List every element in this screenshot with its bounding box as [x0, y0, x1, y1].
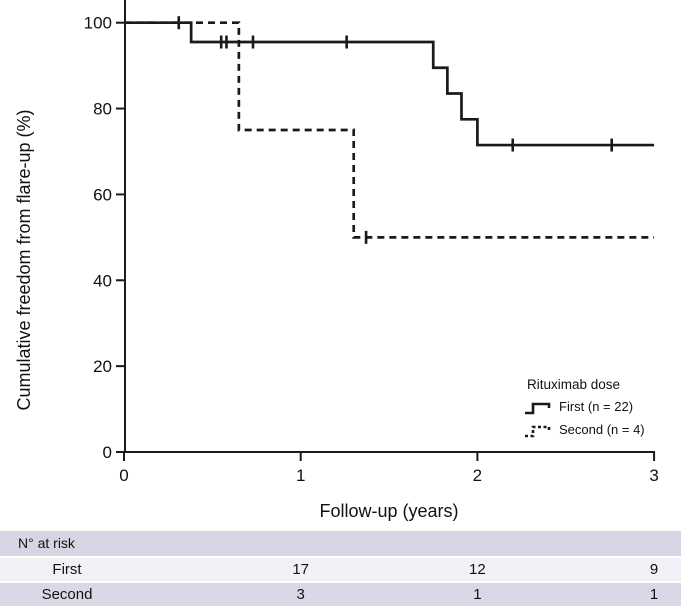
y-tick-label: 60 [93, 185, 112, 204]
legend-dashed-line-sample [525, 425, 551, 438]
y-axis-title: Cumulative freedom from flare-up (%) [14, 109, 34, 410]
km-plot: 0 20 40 60 80 100 0 1 2 3 Follow-up (years) Cumulat… [14, 0, 659, 521]
risk-table-row-second: Second 3 1 1 [0, 583, 681, 606]
legend-entry-label: Second (n = 4) [559, 422, 645, 437]
risk-table-header: N° at risk [0, 531, 681, 556]
x-tick-label: 3 [649, 466, 658, 485]
risk-count: 3 [296, 586, 305, 603]
y-tick-label: 100 [84, 14, 112, 33]
x-tick-label: 0 [119, 466, 128, 485]
risk-count: 17 [292, 561, 310, 578]
y-tick-label: 40 [93, 271, 112, 290]
y-tick-label: 0 [103, 443, 112, 462]
risk-table-row-first: First 17 12 9 [0, 558, 681, 581]
legend-solid-line-sample [525, 402, 551, 415]
x-tick-label: 2 [473, 466, 482, 485]
y-tick-label: 20 [93, 357, 112, 376]
risk-count: 12 [469, 561, 486, 578]
risk-count: 1 [649, 586, 659, 603]
x-axis-title: Follow-up (years) [319, 501, 458, 521]
legend-entry-label: First (n = 22) [559, 399, 633, 414]
km-curve-second [124, 21, 655, 239]
risk-table-title: N° at risk [18, 535, 75, 551]
km-curve-first [124, 21, 655, 147]
risk-row-label: First [52, 561, 82, 578]
risk-table: N° at risk First 17 12 9 Second 3 1 1 [0, 530, 681, 606]
x-tick-label: 1 [296, 466, 305, 485]
risk-count: 9 [649, 561, 659, 578]
legend-title: Rituximab dose [527, 377, 620, 392]
y-tick-label: 80 [93, 100, 112, 119]
risk-row-label: Second [41, 586, 93, 603]
risk-count: 1 [473, 586, 482, 603]
